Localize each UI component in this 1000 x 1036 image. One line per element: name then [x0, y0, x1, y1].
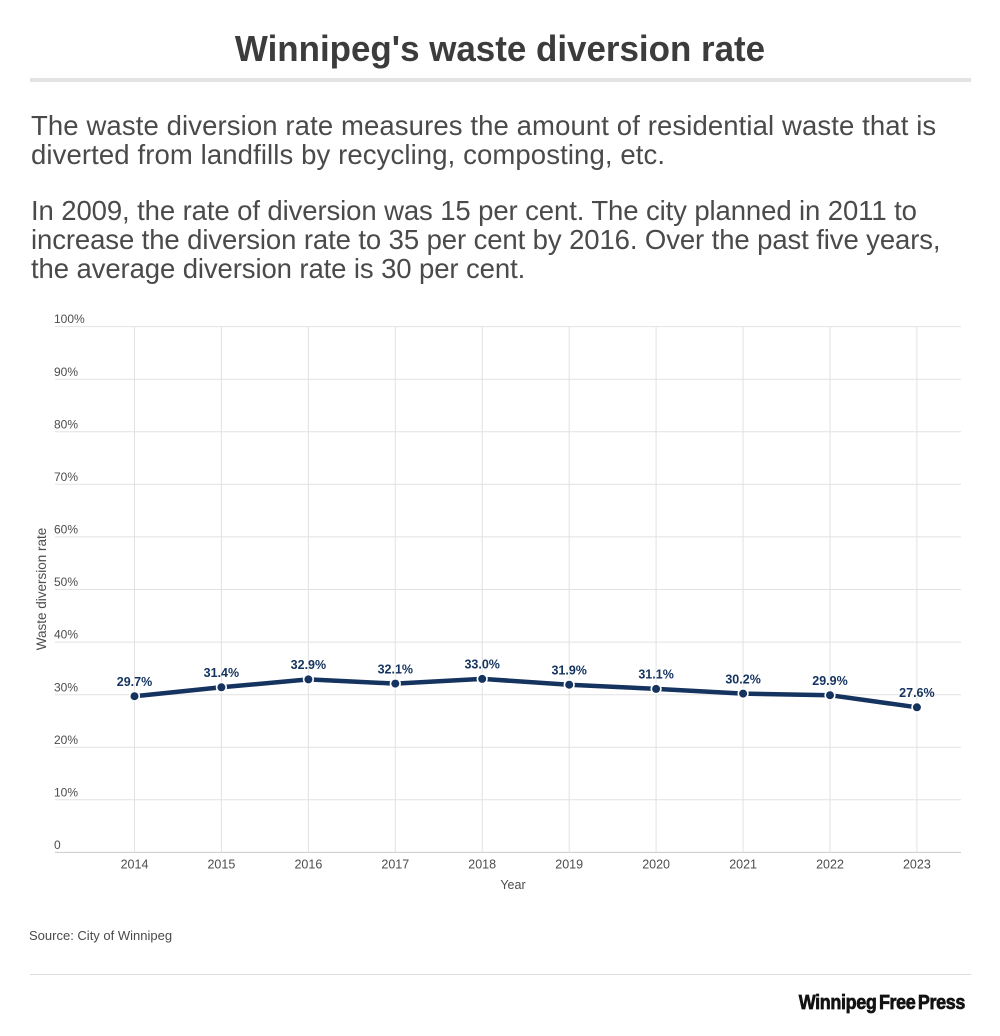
svg-text:33.0%: 33.0%: [464, 658, 499, 672]
svg-text:29.7%: 29.7%: [117, 675, 152, 689]
svg-text:40%: 40%: [54, 628, 78, 642]
svg-text:Year: Year: [500, 878, 525, 892]
svg-text:30.2%: 30.2%: [725, 672, 760, 686]
svg-text:70%: 70%: [54, 470, 78, 484]
svg-text:30%: 30%: [54, 680, 78, 694]
svg-text:60%: 60%: [54, 523, 78, 537]
svg-text:31.4%: 31.4%: [204, 666, 239, 680]
svg-text:2015: 2015: [207, 857, 235, 871]
svg-text:90%: 90%: [54, 365, 78, 379]
svg-text:32.1%: 32.1%: [378, 662, 413, 676]
svg-text:2014: 2014: [121, 857, 149, 871]
svg-text:31.9%: 31.9%: [551, 663, 586, 677]
svg-text:2023: 2023: [903, 857, 931, 871]
svg-text:Waste diversion rate: Waste diversion rate: [34, 528, 49, 651]
svg-text:50%: 50%: [54, 575, 78, 589]
svg-text:2016: 2016: [294, 857, 322, 871]
svg-text:27.6%: 27.6%: [899, 686, 934, 700]
svg-text:100%: 100%: [54, 312, 85, 326]
svg-text:29.9%: 29.9%: [812, 674, 847, 688]
svg-text:31.1%: 31.1%: [638, 668, 673, 682]
svg-text:2020: 2020: [642, 857, 670, 871]
svg-text:32.9%: 32.9%: [291, 658, 326, 672]
svg-text:2017: 2017: [381, 857, 409, 871]
svg-text:2022: 2022: [816, 857, 844, 871]
svg-text:0: 0: [54, 838, 61, 852]
svg-text:2021: 2021: [729, 857, 757, 871]
svg-text:10%: 10%: [54, 785, 78, 799]
svg-text:20%: 20%: [54, 733, 78, 747]
svg-text:2018: 2018: [468, 857, 496, 871]
svg-text:80%: 80%: [54, 417, 78, 431]
svg-text:2019: 2019: [555, 857, 583, 871]
